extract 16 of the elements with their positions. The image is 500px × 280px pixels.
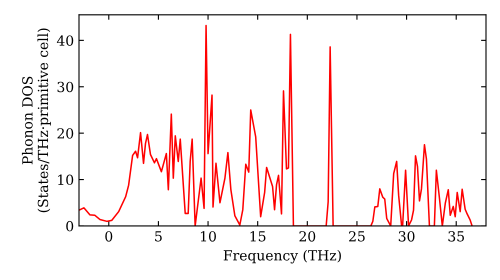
y-tick-label: 20 xyxy=(57,128,74,139)
x-tick-label: 5 xyxy=(155,231,162,242)
x-tick-label: 20 xyxy=(299,231,316,242)
x-tick-label: 0 xyxy=(105,231,112,242)
y-tick-label: 0 xyxy=(66,220,74,232)
y-tick-label: 40 xyxy=(56,35,74,46)
x-axis-title: Frequency (THz) xyxy=(224,250,341,264)
x-tick-label: 35 xyxy=(448,231,464,242)
y-axis-title: Phonon DOS (States/THz·primitive cell) xyxy=(22,28,51,212)
x-tick-label: 25 xyxy=(349,231,365,242)
x-tick-label: 30 xyxy=(398,231,414,242)
y-tick-label: 10 xyxy=(58,174,74,186)
x-tick-label: 15 xyxy=(250,231,266,242)
y-tick-label: 30 xyxy=(58,82,74,92)
line-series xyxy=(79,24,473,226)
x-tick-label: 10 xyxy=(200,231,216,242)
